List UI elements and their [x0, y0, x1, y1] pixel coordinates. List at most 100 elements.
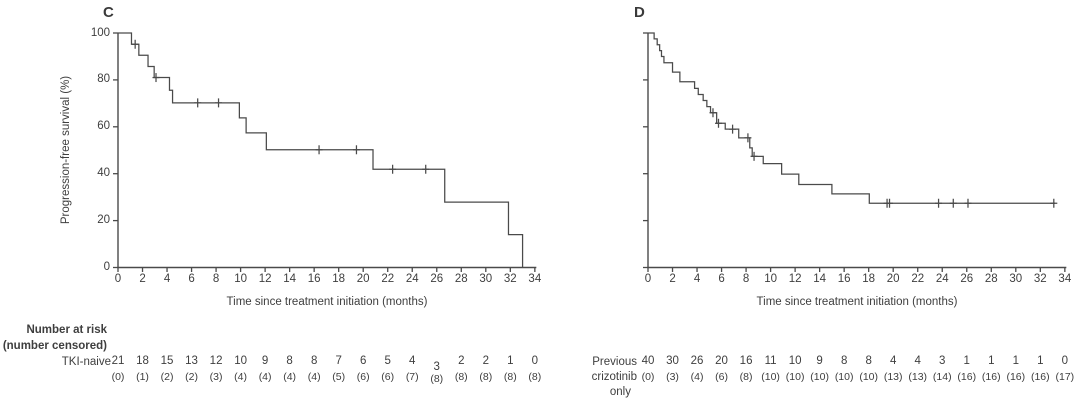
y-tick-label: 40	[97, 167, 110, 180]
censored-value: (4)	[690, 371, 704, 383]
y-tick-label: 0	[103, 261, 110, 273]
y-tick-label: 20	[97, 214, 110, 227]
x-tick-label: 10	[764, 273, 777, 285]
censored-value: (16)	[1006, 371, 1026, 383]
censored-value: (6)	[715, 371, 728, 383]
at-risk-value: 8	[310, 355, 318, 367]
at-risk-value: 4	[889, 355, 897, 367]
censored-value: (13)	[883, 371, 903, 383]
x-tick-label: 12	[788, 273, 802, 285]
x-tick-label: 6	[718, 273, 725, 285]
censored-value: (0)	[641, 371, 655, 383]
x-tick-label: 24	[935, 273, 949, 285]
censored-value: (0)	[111, 371, 125, 383]
at-risk-value: 1	[988, 355, 995, 367]
x-tick-label: 28	[454, 273, 468, 285]
y-tick-label: 60	[97, 120, 110, 133]
at-risk-value: 11	[764, 355, 777, 367]
x-tick-label: 30	[1009, 273, 1023, 285]
at-risk-value: 16	[739, 355, 753, 367]
censored-value: (4)	[234, 371, 248, 383]
at-risk-value: 0	[531, 355, 539, 367]
x-tick-label: 8	[212, 273, 220, 285]
at-risk-value: 13	[185, 355, 198, 367]
km-curve	[648, 32, 1056, 204]
at-risk-value: 2	[458, 355, 465, 367]
at-risk-value: 18	[136, 355, 149, 367]
x-tick-label: 10	[234, 273, 247, 285]
x-tick-label: 32	[503, 273, 517, 285]
censored-value: (7)	[405, 371, 419, 383]
censored-value: (10)	[810, 371, 829, 383]
at-risk-value: 1	[963, 355, 970, 367]
at-risk-value: 5	[384, 355, 391, 367]
at-risk-value: 0	[1061, 355, 1069, 367]
at-risk-value: 4	[914, 355, 921, 367]
x-tick-label: 14	[283, 273, 297, 285]
at-risk-value: 2	[482, 355, 489, 367]
x-tick-label: 6	[188, 273, 195, 285]
x-tick-label: 16	[307, 273, 321, 285]
at-risk-value: 4	[409, 355, 416, 367]
at-risk-value: 10	[788, 355, 802, 367]
risk-row-label-only: only	[609, 386, 631, 398]
at-risk-value: 8	[840, 355, 848, 367]
censored-value: (14)	[932, 371, 952, 383]
censored-value: (17)	[1055, 371, 1075, 383]
at-risk-value: 7	[335, 355, 342, 367]
censored-value: (2)	[160, 371, 174, 383]
panel-d-title: D	[634, 4, 645, 21]
panel-c-x-axis-label: Time since treatment initiation (months)	[226, 296, 428, 308]
at-risk-value: 26	[690, 355, 704, 367]
censored-value: (4)	[258, 371, 272, 383]
x-tick-label: 18	[862, 273, 876, 285]
number-at-risk-header: Number at risk	[26, 324, 107, 336]
at-risk-value: 12	[209, 355, 223, 367]
x-tick-label: 14	[813, 273, 827, 285]
y-tick-label: 80	[97, 73, 110, 86]
censored-value: (8)	[454, 371, 468, 383]
censored-value: (16)	[1030, 371, 1050, 383]
x-tick-label: 28	[984, 273, 998, 285]
km-curve	[118, 32, 524, 268]
number-censored-header: (number censored)	[2, 340, 107, 352]
censored-value: (16)	[981, 371, 1001, 383]
x-tick-label: 32	[1033, 273, 1047, 285]
at-risk-value: 21	[111, 355, 125, 367]
censored-value: (8)	[479, 371, 493, 383]
x-tick-label: 22	[381, 273, 395, 285]
risk-row-label-previous: Previous	[592, 356, 637, 368]
censored-value: (8)	[528, 371, 542, 383]
x-tick-label: 0	[114, 273, 122, 285]
censored-value: (6)	[356, 371, 370, 383]
x-tick-label: 16	[837, 273, 851, 285]
censored-value: (3)	[209, 371, 223, 383]
at-risk-value: 20	[715, 355, 728, 367]
censored-value: (16)	[957, 371, 977, 383]
x-tick-label: 34	[1058, 273, 1072, 285]
x-tick-label: 20	[886, 273, 900, 285]
censored-value: (13)	[908, 371, 928, 383]
at-risk-value: 1	[1037, 355, 1044, 367]
x-tick-label: 12	[258, 273, 272, 285]
censored-value: (8)	[739, 371, 753, 383]
at-risk-value: 8	[286, 355, 293, 367]
y-tick-label: 100	[90, 26, 110, 39]
panel-d-x-axis-label: Time since treatment initiation (months)	[756, 296, 958, 308]
x-tick-label: 24	[405, 273, 419, 285]
at-risk-value: 3	[433, 361, 440, 373]
x-tick-label: 30	[479, 273, 493, 285]
censored-value: (10)	[859, 371, 879, 383]
censored-value: (4)	[307, 371, 321, 383]
x-tick-label: 4	[163, 273, 171, 285]
at-risk-value: 6	[359, 355, 367, 367]
at-risk-value: 15	[160, 355, 174, 367]
y-axis-label: Progression-free survival (%)	[60, 75, 72, 225]
risk-row-label-tki-naive: TKI-naive	[61, 356, 111, 368]
x-tick-label: 18	[332, 273, 346, 285]
x-tick-label: 0	[644, 273, 652, 285]
x-tick-label: 26	[430, 273, 444, 285]
censored-value: (10)	[785, 371, 805, 383]
at-risk-value: 10	[234, 355, 247, 367]
